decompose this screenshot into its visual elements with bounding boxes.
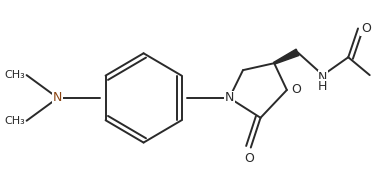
- Text: O: O: [292, 84, 301, 96]
- Text: CH₃: CH₃: [4, 70, 25, 80]
- Text: CH₃: CH₃: [4, 116, 25, 126]
- Text: H: H: [318, 79, 328, 93]
- Text: O: O: [361, 22, 371, 35]
- Text: N: N: [318, 71, 328, 84]
- Text: N: N: [53, 92, 63, 104]
- Text: N: N: [225, 92, 234, 104]
- Text: O: O: [244, 152, 254, 164]
- Polygon shape: [274, 49, 299, 64]
